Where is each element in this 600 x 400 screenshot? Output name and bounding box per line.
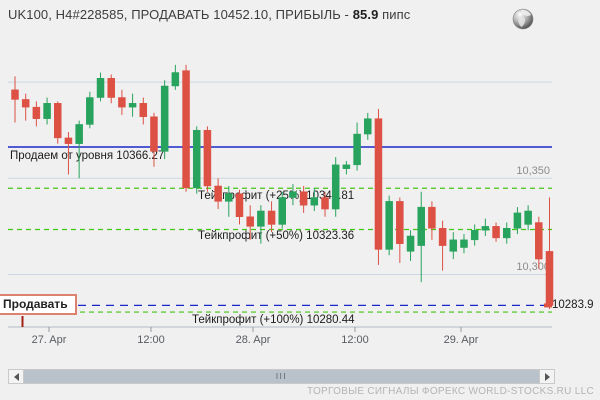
profit-value: 85.9 — [352, 7, 379, 22]
x-axis-label: 28. Apr — [235, 334, 271, 346]
bid-price-label: 10283.9 — [552, 299, 594, 311]
take-profit-100-label: Тейкпрофит (+100%) 10280.44 — [192, 314, 355, 326]
sell-level-label: Продаем от уровня 10366.27 — [10, 150, 165, 162]
arrow-right-icon — [544, 372, 550, 381]
x-axis-label: 12:00 — [137, 334, 165, 346]
footer-watermark: ТОРГОВЫЕ СИГНАЛЫ ФОРЕКС WORLD-STOCKS.RU … — [306, 386, 594, 397]
take-profit-50-label: Тейкпрофит (+50%) 10323.36 — [198, 230, 355, 242]
scroll-right-button[interactable] — [539, 370, 554, 383]
chart-title-text: UK100, H4#228585, ПРОДАВАТЬ 10452.10, ПР… — [8, 7, 353, 22]
scrollbar-thumb[interactable]: III — [24, 370, 539, 383]
price-axis-label: 10,350 — [516, 165, 550, 178]
scrollbar-grip: III — [275, 371, 288, 381]
arrow-left-icon — [13, 372, 19, 381]
x-axis-label: 29. Apr — [443, 334, 479, 346]
globe-icon — [511, 7, 535, 31]
x-axis-label: 27. Apr — [31, 334, 67, 346]
sell-button[interactable]: Продавать — [0, 294, 77, 315]
chart-title: UK100, H4#228585, ПРОДАВАТЬ 10452.10, ПР… — [8, 7, 410, 22]
profit-units: пипс — [378, 7, 411, 22]
price-axis-label: 10,300 — [516, 261, 550, 274]
x-axis-label: 12:00 — [341, 334, 369, 346]
scroll-left-button[interactable] — [9, 370, 24, 383]
chart-area[interactable]: Продаем от уровня 10366.27 Тейкпрофит (+… — [0, 40, 600, 360]
horizontal-scrollbar[interactable]: III — [8, 369, 555, 384]
take-profit-25-label: Тейкпрофит (+25%) 10344.81 — [198, 190, 355, 202]
